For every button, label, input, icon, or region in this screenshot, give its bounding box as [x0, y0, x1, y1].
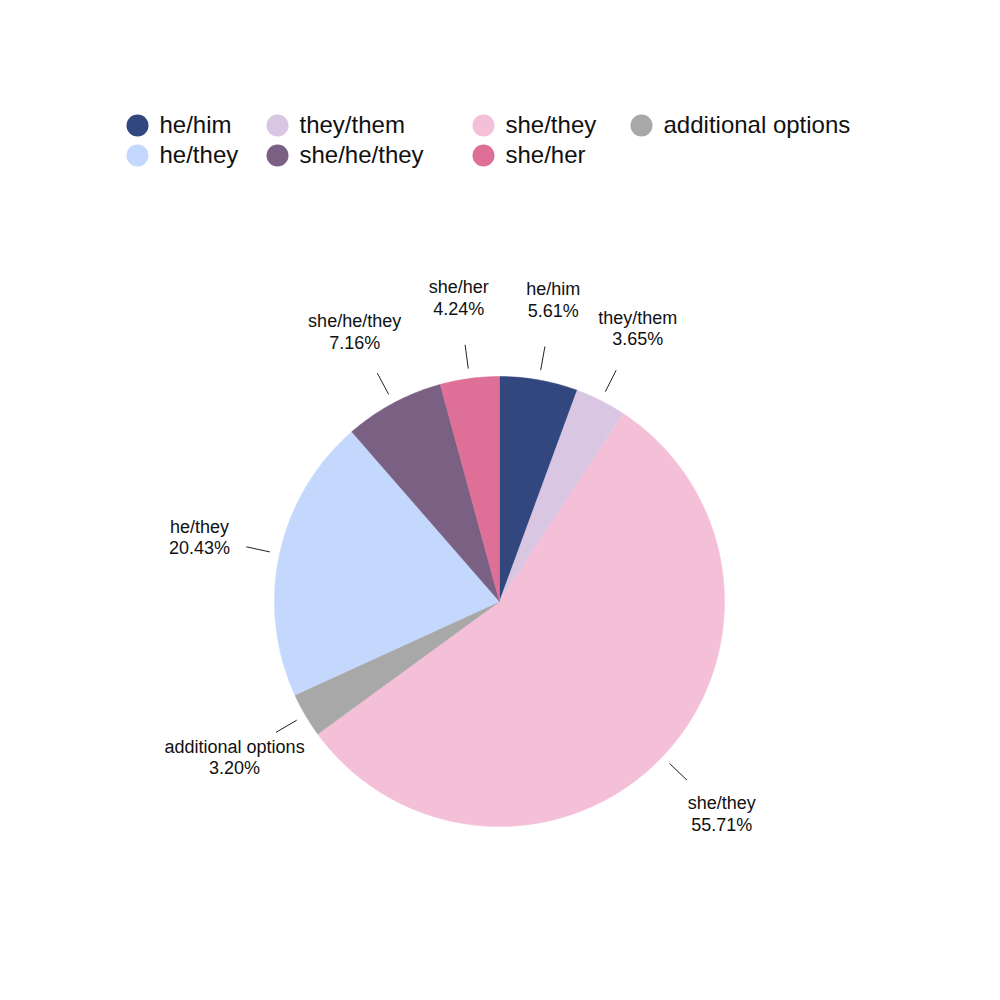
svg-text:she/they55.71%: she/they55.71% [688, 793, 756, 835]
svg-text:he/him: he/him [160, 111, 232, 138]
svg-text:she/he/they: she/he/they [300, 141, 424, 168]
svg-text:he/they20.43%: he/they20.43% [169, 517, 230, 559]
svg-text:she/her4.24%: she/her4.24% [429, 277, 489, 319]
svg-text:he/him5.61%: he/him5.61% [526, 279, 580, 321]
svg-text:she/they: she/they [506, 111, 597, 138]
svg-text:he/they: he/they [160, 141, 239, 168]
svg-text:additional options: additional options [664, 111, 851, 138]
svg-text:she/he/they7.16%: she/he/they7.16% [308, 311, 401, 353]
svg-text:they/them3.65%: they/them3.65% [598, 308, 677, 350]
svg-text:additional options3.20%: additional options3.20% [165, 737, 305, 779]
svg-text:they/them: they/them [300, 111, 405, 138]
svg-text:she/her: she/her [506, 141, 586, 168]
